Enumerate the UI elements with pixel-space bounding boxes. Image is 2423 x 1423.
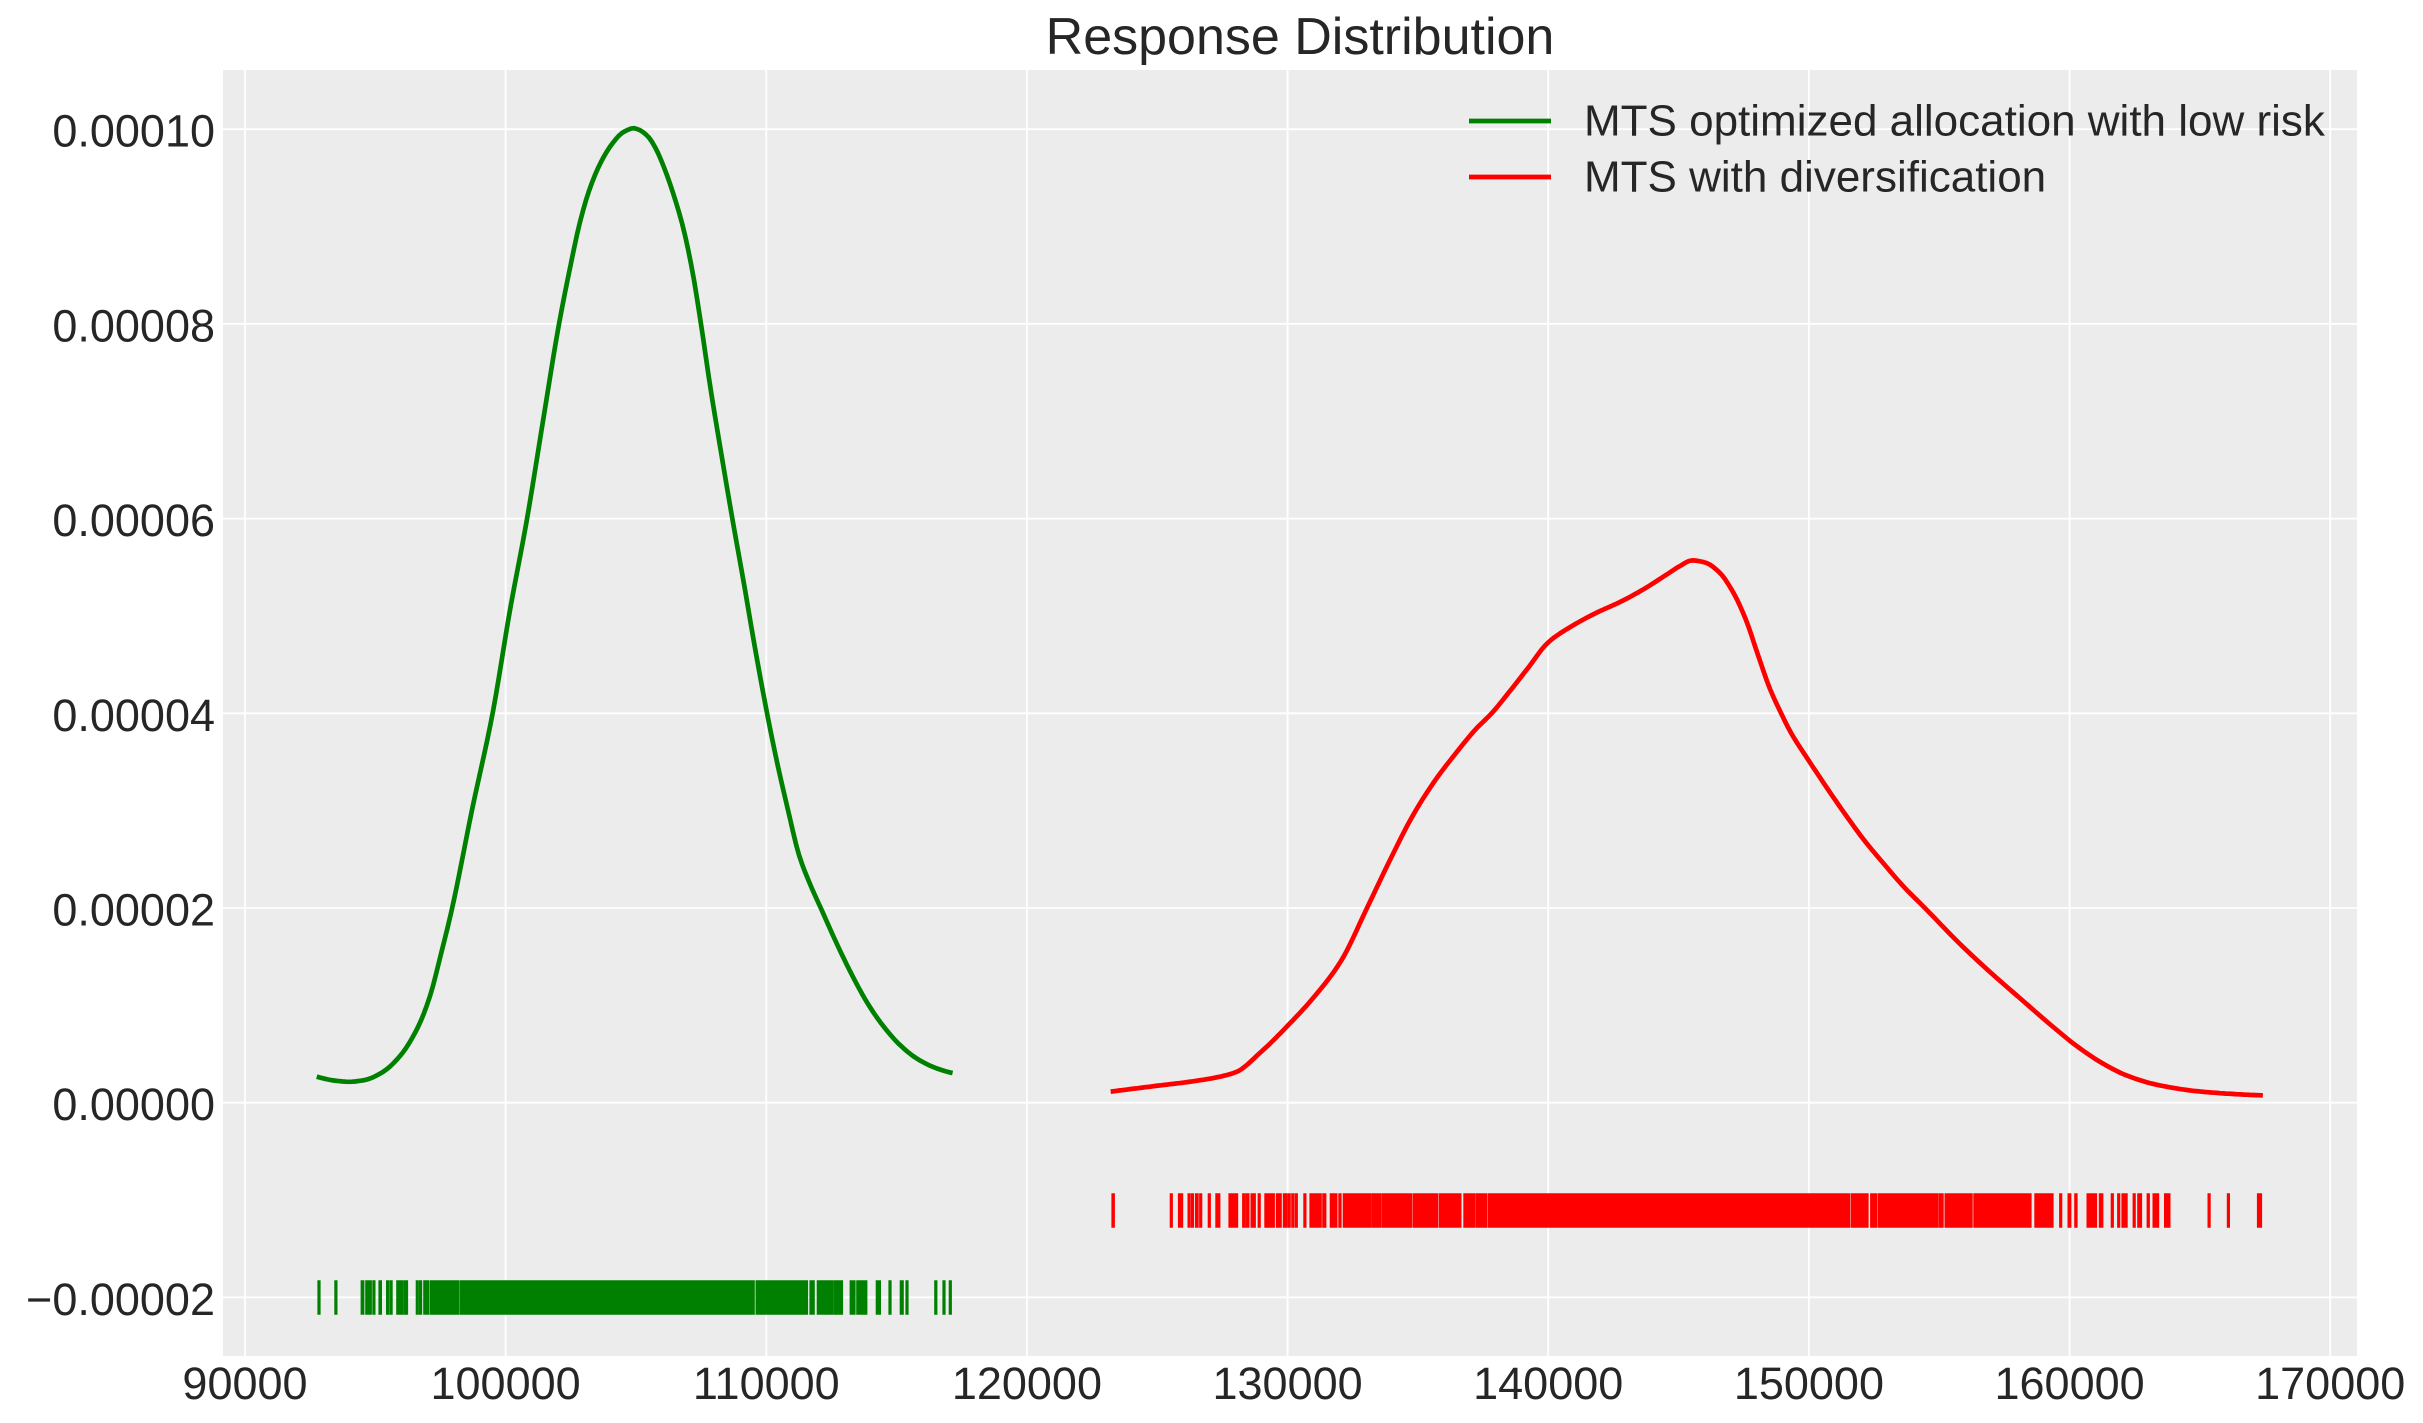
svg-text:MTS optimized allocation with: MTS optimized allocation with low risk xyxy=(1584,97,2326,146)
svg-text:140000: 140000 xyxy=(1473,1358,1623,1409)
svg-text:0.00010: 0.00010 xyxy=(52,106,215,157)
svg-text:−0.00002: −0.00002 xyxy=(26,1274,215,1325)
svg-text:0.00004: 0.00004 xyxy=(52,690,215,741)
svg-text:160000: 160000 xyxy=(1995,1358,2145,1409)
svg-text:120000: 120000 xyxy=(952,1358,1102,1409)
svg-text:100000: 100000 xyxy=(431,1358,581,1409)
svg-text:MTS with diversification: MTS with diversification xyxy=(1584,153,2046,202)
svg-text:170000: 170000 xyxy=(2255,1358,2405,1409)
svg-text:90000: 90000 xyxy=(182,1358,307,1409)
svg-text:150000: 150000 xyxy=(1734,1358,1884,1409)
svg-text:0.00000: 0.00000 xyxy=(52,1079,215,1130)
svg-text:130000: 130000 xyxy=(1213,1358,1363,1409)
svg-text:0.00002: 0.00002 xyxy=(52,885,215,936)
svg-text:110000: 110000 xyxy=(693,1358,840,1409)
svg-text:0.00006: 0.00006 xyxy=(52,495,215,546)
svg-text:Response Distribution: Response Distribution xyxy=(1046,8,1555,66)
svg-text:0.00008: 0.00008 xyxy=(52,300,215,351)
